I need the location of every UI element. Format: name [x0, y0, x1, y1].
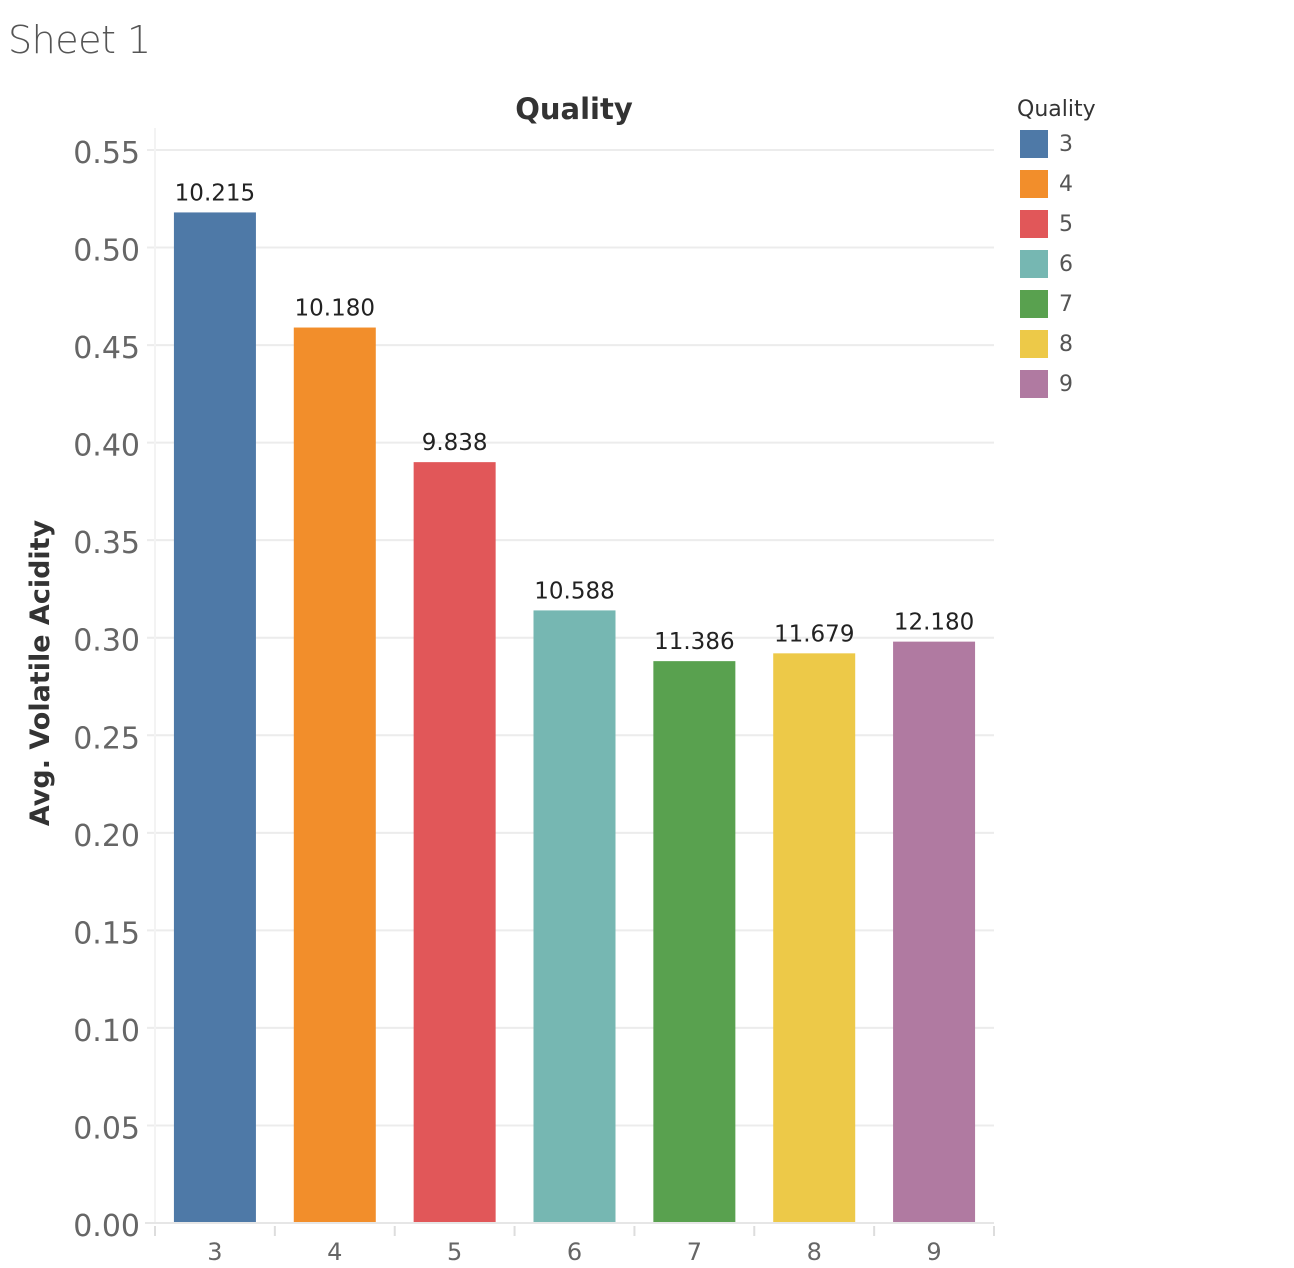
y-tick-label: 0.10 — [73, 1014, 140, 1049]
legend-item-7[interactable]: 7 — [1017, 284, 1217, 324]
legend-label: 3 — [1059, 131, 1073, 157]
legend-label: 6 — [1059, 251, 1073, 277]
legend-item-3[interactable]: 3 — [1017, 124, 1217, 164]
data-label-3: 10.215 — [175, 180, 255, 206]
y-tick-label: 0.15 — [73, 916, 140, 951]
data-labels: 10.215 10.180 9.838 10.588 11.386 11.679 12.18… — [175, 180, 975, 655]
bar-5 — [413, 462, 496, 1223]
legend-item-6[interactable]: 6 — [1017, 244, 1217, 284]
x-tick-label-5: 5 — [447, 1238, 462, 1266]
legend-label: 4 — [1059, 171, 1073, 197]
x-tick-label-3: 3 — [207, 1238, 222, 1266]
legend: Quality 3 4 5 6 7 8 9 — [1017, 96, 1217, 404]
bar-7 — [653, 661, 736, 1223]
chart-title: Quality — [515, 92, 633, 126]
x-tick-label-8: 8 — [807, 1238, 822, 1266]
legend-item-4[interactable]: 4 — [1017, 164, 1217, 204]
legend-item-9[interactable]: 9 — [1017, 364, 1217, 404]
data-label-5: 9.838 — [422, 430, 488, 456]
y-axis: 0.00 0.05 0.10 0.15 0.20 0.25 0.30 0.35 0.40 0.45… — [73, 128, 156, 1244]
x-tick-label-7: 7 — [687, 1238, 702, 1266]
y-tick-label: 0.05 — [73, 1111, 140, 1146]
data-label-4: 10.180 — [295, 296, 375, 322]
y-tick-label: 0.45 — [73, 331, 140, 366]
x-tick-label-4: 4 — [327, 1238, 342, 1266]
legend-swatch — [1020, 170, 1048, 198]
y-tick-label: 0.55 — [73, 136, 140, 171]
legend-label: 8 — [1059, 331, 1073, 357]
legend-swatch — [1020, 250, 1048, 278]
bar-4 — [293, 327, 376, 1223]
data-label-6: 10.588 — [534, 578, 614, 604]
legend-label: 5 — [1059, 211, 1073, 237]
data-label-8: 11.679 — [774, 621, 854, 647]
sheet-title: Sheet 1 — [8, 18, 151, 62]
y-axis-title: Avg. Volatile Acidity — [25, 519, 56, 826]
legend-label: 7 — [1059, 291, 1073, 317]
legend-swatch — [1020, 330, 1048, 358]
y-tick-label: 0.00 — [73, 1209, 140, 1244]
bar-8 — [773, 653, 856, 1223]
y-tick-label: 0.40 — [73, 429, 140, 464]
legend-label: 9 — [1059, 371, 1073, 397]
y-tick-label: 0.30 — [73, 624, 140, 659]
x-axis: 3 4 5 6 7 8 9 — [145, 1222, 995, 1266]
legend-swatch — [1020, 130, 1048, 158]
y-tick-label: 0.20 — [73, 819, 140, 854]
legend-items: 3 4 5 6 7 8 9 — [1017, 124, 1217, 404]
bar-9 — [893, 641, 976, 1223]
y-tick-label: 0.35 — [73, 526, 140, 561]
legend-item-5[interactable]: 5 — [1017, 204, 1217, 244]
legend-swatch — [1020, 370, 1048, 398]
legend-item-8[interactable]: 8 — [1017, 324, 1217, 364]
legend-swatch — [1020, 290, 1048, 318]
legend-title: Quality — [1017, 97, 1096, 122]
bar-3 — [173, 212, 256, 1224]
legend-swatch — [1020, 210, 1048, 238]
data-label-9: 12.180 — [894, 610, 974, 636]
data-label-7: 11.386 — [654, 629, 734, 655]
bar-6 — [533, 610, 616, 1223]
y-tick-label: 0.25 — [73, 721, 140, 756]
y-tick-label: 0.50 — [73, 234, 140, 269]
x-tick-label-9: 9 — [926, 1238, 941, 1266]
x-tick-label-6: 6 — [567, 1238, 582, 1266]
bars — [173, 212, 976, 1224]
